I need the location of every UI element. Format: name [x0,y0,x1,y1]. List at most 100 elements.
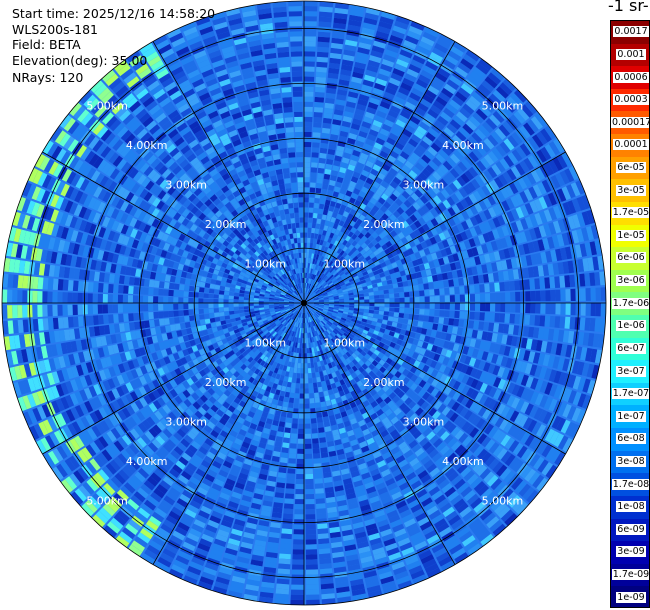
range-gate-cell [312,217,317,224]
range-gate-cell [343,111,354,118]
range-gate-cell [327,362,333,369]
range-gate-cell [330,285,336,290]
range-gate-cell [449,168,460,179]
range-gate-cell [577,258,585,272]
range-gate-cell [398,374,406,382]
range-gate-cell [550,449,562,463]
range-gate-cell [365,580,380,589]
range-gate-cell [313,307,318,310]
range-gate-cell [304,116,313,122]
range-gate-cell [354,333,361,339]
range-gate-cell [334,104,345,111]
range-gate-cell [383,176,392,185]
range-gate-cell [320,360,325,367]
range-gate-cell [406,68,419,78]
range-gate-cell [386,365,394,373]
range-gate-cell [457,161,468,172]
range-gate-cell [318,208,324,215]
range-gate-cell [412,536,426,546]
range-gate-cell [478,83,492,96]
range-gate-cell [339,463,349,471]
range-gate-cell [318,306,324,310]
range-gate-cell [324,263,329,270]
range-gate-cell [442,175,452,185]
range-gate-cell [306,589,320,595]
range-gate-cell [317,308,323,312]
range-gate-cell [367,155,377,164]
range-gate-cell [410,531,423,542]
range-gate-cell [361,121,372,129]
range-gate-cell [416,78,429,89]
range-gate-cell [391,348,399,356]
range-gate-cell [375,189,384,197]
range-gate-cell [319,6,333,13]
range-gate-cell [340,319,346,324]
range-gate-cell [552,356,560,369]
range-gate-cell [424,150,435,160]
range-gate-cell [391,30,405,40]
range-gate-cell [404,124,416,134]
range-gate-cell [312,315,316,320]
range-gate-cell [497,271,505,282]
range-gate-cell [304,56,316,62]
range-gate-cell [358,462,368,471]
range-gate-cell [327,280,333,286]
range-gate-cell [381,319,388,325]
range-gate-cell [327,373,333,380]
range-gate-cell [329,378,335,385]
range-gate-cell [358,293,364,297]
range-gate-cell [392,176,402,185]
range-gate-cell [304,91,314,97]
range-gate-cell [315,312,320,317]
range-gate-cell [559,170,570,185]
range-gate-cell [290,433,298,439]
range-gate-cell [421,154,431,164]
range-gate-cell [398,194,407,203]
range-gate-cell [458,187,468,198]
range-gate-cell [316,259,320,266]
range-gate-cell [500,237,508,249]
range-gate-cell [397,282,404,288]
range-gate-cell [305,478,314,485]
range-gate-cell [315,76,326,83]
range-gate-cell [380,348,387,355]
range-gate-cell [377,286,384,291]
range-gate-cell [389,341,396,348]
range-gate-cell [387,82,399,91]
range-gate-cell [378,400,387,409]
range-gate-cell [336,213,343,220]
range-gate-cell [419,290,425,297]
range-gate-cell [339,329,345,335]
range-gate-cell [379,100,391,110]
range-gate-cell [393,312,400,318]
range-gate-cell [371,256,378,263]
range-gate-cell [397,390,405,399]
range-gate-cell [339,300,345,303]
range-gate-cell [481,243,489,254]
range-gate-cell [354,229,361,237]
range-gate-cell [307,368,312,374]
range-gate-cell [567,330,575,344]
range-gate-cell [460,364,469,374]
range-gate-cell [388,77,401,87]
range-gate-cell [319,314,325,319]
range-gate-cell [314,288,319,293]
range-gate-cell [369,389,377,397]
range-gate-cell [401,212,409,220]
range-gate-cell [391,202,400,210]
range-gate-cell [313,296,319,300]
range-gate-cell [358,327,364,333]
range-gate-cell [418,284,424,291]
range-gate-cell [324,285,330,290]
range-gate-cell [280,543,292,550]
range-gate-cell [489,179,500,191]
range-gate-cell [464,196,474,207]
range-gate-cell [421,182,431,191]
range-gate-cell [356,270,363,276]
range-gate-cell [392,146,402,155]
range-gate-cell [387,482,398,491]
range-gate-cell [575,180,586,195]
range-gate-cell [529,453,541,467]
range-gate-cell [404,73,417,83]
range-gate-cell [519,279,526,291]
